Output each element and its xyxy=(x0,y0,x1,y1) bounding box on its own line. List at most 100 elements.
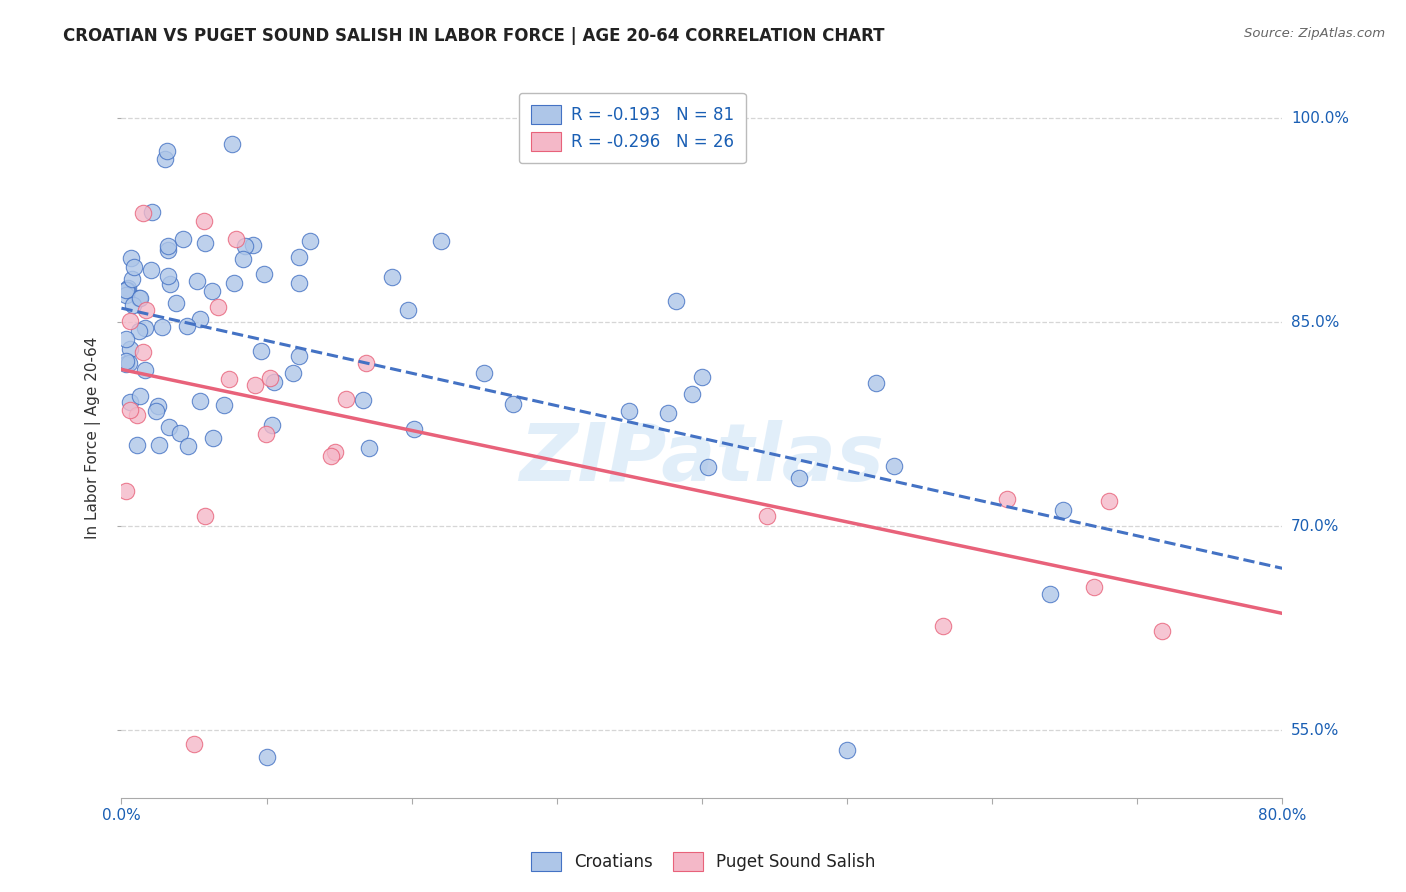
Point xyxy=(183,737,205,751)
Point xyxy=(156,144,179,158)
Point xyxy=(156,243,179,257)
Point xyxy=(177,439,200,453)
Text: 55.0%: 55.0% xyxy=(1291,723,1339,738)
Point xyxy=(354,355,377,369)
Point xyxy=(165,295,187,310)
Point xyxy=(193,214,215,228)
Point xyxy=(159,277,181,291)
Point xyxy=(381,270,404,285)
Point xyxy=(883,458,905,473)
Point xyxy=(502,397,524,411)
Point xyxy=(157,420,180,434)
Point xyxy=(176,319,198,334)
Point xyxy=(254,427,277,442)
Point xyxy=(114,287,136,301)
Point xyxy=(128,291,150,305)
Point xyxy=(148,438,170,452)
Point xyxy=(141,204,163,219)
Point xyxy=(125,438,148,452)
Point xyxy=(262,417,284,432)
Point xyxy=(1150,624,1173,639)
Point xyxy=(120,394,142,409)
Point xyxy=(169,426,191,441)
Text: CROATIAN VS PUGET SOUND SALISH IN LABOR FORCE | AGE 20-64 CORRELATION CHART: CROATIAN VS PUGET SOUND SALISH IN LABOR … xyxy=(63,27,884,45)
Point xyxy=(657,406,679,420)
Point xyxy=(134,320,156,334)
Point xyxy=(114,483,136,498)
Point xyxy=(132,206,155,220)
Point xyxy=(259,371,281,385)
Point xyxy=(995,491,1018,506)
Point xyxy=(225,232,247,246)
Point xyxy=(122,260,145,274)
Point xyxy=(131,345,153,359)
Point xyxy=(202,431,225,445)
Point xyxy=(114,332,136,346)
Text: 100.0%: 100.0% xyxy=(1291,111,1348,126)
Point xyxy=(245,378,267,392)
Point xyxy=(118,314,141,328)
Point xyxy=(129,389,152,403)
Legend: R = -0.193   N = 81, R = -0.296   N = 26: R = -0.193 N = 81, R = -0.296 N = 26 xyxy=(519,93,745,163)
Point xyxy=(186,274,208,288)
Point xyxy=(398,303,420,318)
Point xyxy=(402,421,425,435)
Text: Source: ZipAtlas.com: Source: ZipAtlas.com xyxy=(1244,27,1385,40)
Point xyxy=(194,236,217,251)
Point xyxy=(172,232,194,246)
Point xyxy=(1052,503,1074,517)
Point xyxy=(115,283,138,297)
Point xyxy=(429,234,451,248)
Point xyxy=(121,298,143,312)
Point xyxy=(201,284,224,298)
Point xyxy=(1083,580,1105,594)
Point xyxy=(865,376,887,391)
Point xyxy=(242,238,264,252)
Point xyxy=(299,234,322,248)
Point xyxy=(224,276,246,290)
Point xyxy=(114,357,136,371)
Text: 85.0%: 85.0% xyxy=(1291,315,1339,330)
Point xyxy=(114,283,136,297)
Point xyxy=(212,398,235,412)
Point xyxy=(128,291,150,305)
Point xyxy=(352,392,374,407)
Point xyxy=(121,272,143,286)
Point xyxy=(150,320,173,334)
Point xyxy=(218,372,240,386)
Point xyxy=(359,441,381,455)
Point xyxy=(128,324,150,338)
Point xyxy=(288,349,311,363)
Point xyxy=(756,508,779,523)
Point xyxy=(250,343,273,358)
Point xyxy=(135,302,157,317)
Point xyxy=(690,369,713,384)
Point xyxy=(232,252,254,266)
Point xyxy=(472,367,495,381)
Point xyxy=(194,509,217,524)
Point xyxy=(207,300,229,314)
Point xyxy=(156,268,179,283)
Point xyxy=(253,267,276,281)
Point xyxy=(117,281,139,295)
Point xyxy=(188,312,211,326)
Point xyxy=(139,263,162,277)
Point xyxy=(221,136,243,151)
Y-axis label: In Labor Force | Age 20-64: In Labor Force | Age 20-64 xyxy=(86,336,101,539)
Point xyxy=(931,619,953,633)
Point xyxy=(665,293,688,308)
Point xyxy=(114,353,136,368)
Point xyxy=(281,366,304,380)
Point xyxy=(787,471,810,485)
Point xyxy=(118,402,141,417)
Point xyxy=(146,399,169,413)
Point xyxy=(134,363,156,377)
Point xyxy=(118,356,141,370)
Point xyxy=(696,459,718,474)
Legend: Croatians, Puget Sound Salish: Croatians, Puget Sound Salish xyxy=(522,843,884,880)
Point xyxy=(321,449,343,463)
Point xyxy=(125,409,148,423)
Point xyxy=(1039,587,1062,601)
Point xyxy=(120,252,142,266)
Point xyxy=(681,387,703,401)
